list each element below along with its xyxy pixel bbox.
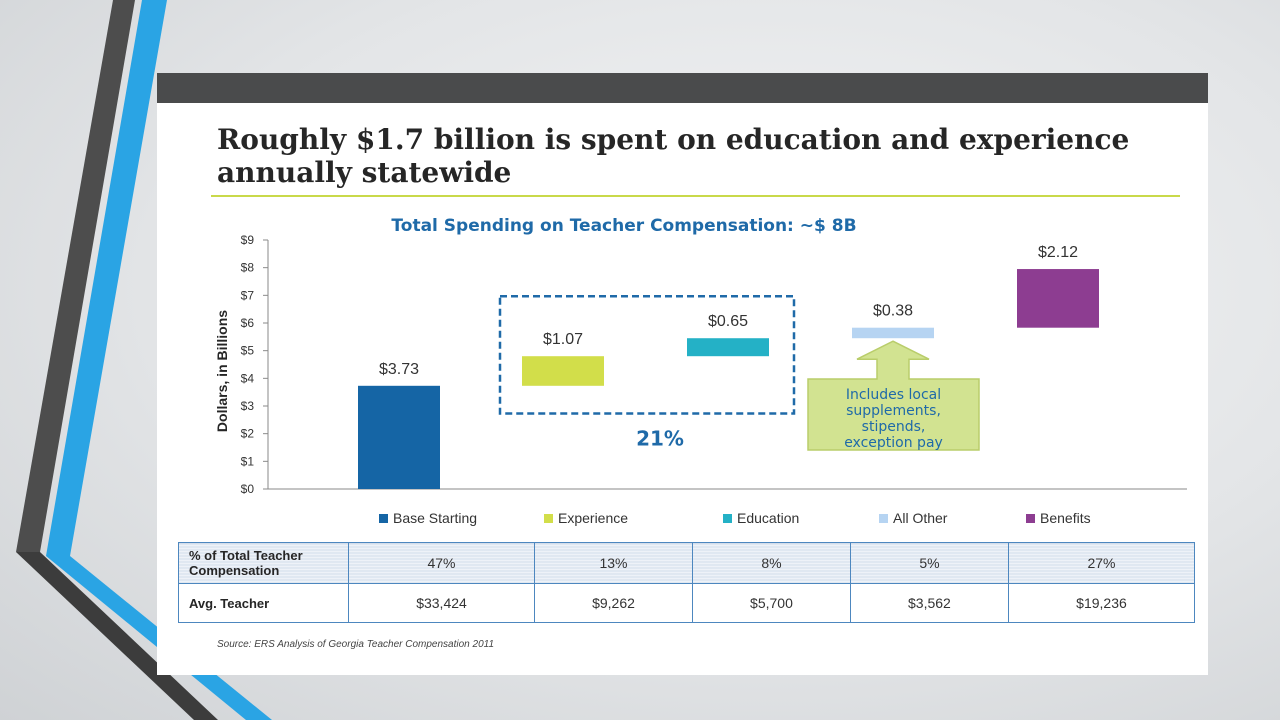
callout-line: supplements, [846, 403, 941, 419]
callout-line: exception pay [844, 435, 943, 451]
bar-value-label: $0.65 [708, 313, 748, 330]
y-tick-label: $7 [241, 288, 255, 302]
y-tick-label: $6 [241, 316, 255, 330]
legend-swatch [544, 514, 553, 523]
table-cell: $19,236 [1007, 583, 1196, 623]
legend-swatch [723, 514, 732, 523]
axes: $0 $1 $2 $3 $4 $5 $6 $7 $8 $9 [241, 233, 1187, 496]
table-cell: 8% [691, 542, 851, 584]
table-cell: 5% [849, 542, 1009, 584]
slide: Roughly $1.7 billion is spent on educati… [157, 73, 1208, 675]
bar-experience [522, 356, 604, 386]
row-label: % of Total Teacher Compensation [178, 542, 349, 584]
legend-label: All Other [893, 510, 948, 526]
experience-education-group: 21% [498, 294, 796, 450]
bar-value-label: $0.38 [873, 303, 913, 320]
table-cell: $5,700 [691, 583, 851, 623]
data-labels: $3.73 $1.07 $0.65 $0.38 $2.12 [379, 244, 1078, 378]
y-tick-label: $9 [241, 233, 255, 247]
dark-stripe-upper [16, 0, 135, 552]
y-tick-label: $8 [241, 261, 255, 275]
legend-label: Base Starting [393, 510, 477, 526]
table-cell: 47% [347, 542, 536, 584]
bars [358, 269, 1099, 489]
y-tick-label: $0 [241, 482, 255, 496]
legend: Base Starting Experience Education All Othe… [379, 510, 1091, 526]
y-tick-label: $2 [241, 427, 255, 441]
slide-title: Roughly $1.7 billion is spent on educati… [217, 123, 1130, 189]
table-cell: $9,262 [534, 583, 693, 623]
table-cell: $3,562 [849, 583, 1009, 623]
group-dashed-box [498, 294, 796, 415]
slide-top-bar [157, 73, 1208, 103]
callout-line: Includes local [846, 387, 941, 403]
legend-label: Education [737, 510, 799, 526]
group-percent-label: 21% [636, 426, 684, 450]
dark-stripe-lower [16, 552, 218, 720]
legend-label: Experience [558, 510, 628, 526]
compensation-table: % of Total Teacher Compensation 47% 13% … [178, 542, 1196, 623]
bar-education [687, 338, 769, 357]
y-tick-label: $3 [241, 399, 255, 413]
legend-swatch [1026, 514, 1035, 523]
y-tick-label: $5 [241, 344, 255, 358]
all-other-callout: Includes local supplements, stipends, excep… [807, 340, 980, 451]
bar-value-label: $2.12 [1038, 244, 1078, 261]
bar-benefits [1017, 269, 1099, 328]
y-axis-label: Dollars, in Billions [214, 310, 230, 432]
callout-text: Includes local supplements, stipends, excep… [844, 387, 943, 451]
y-tick-label: $4 [241, 371, 255, 385]
table-row: Avg. Teacher $33,424 $9,262 $5,700 $3,56… [178, 583, 1196, 623]
table-cell: 13% [534, 542, 693, 584]
blue-stripe-upper [46, 0, 167, 556]
legend-label: Benefits [1040, 510, 1091, 526]
bar-value-label: $3.73 [379, 361, 419, 378]
callout-line: stipends, [862, 419, 926, 435]
source-note: Source: ERS Analysis of Georgia Teacher … [217, 639, 495, 650]
y-tick-label: $1 [241, 454, 255, 468]
row-label: Avg. Teacher [178, 583, 349, 623]
title-underline [211, 195, 1180, 197]
bar-all-other [852, 327, 934, 339]
table-cell: $33,424 [347, 583, 536, 623]
table-row: % of Total Teacher Compensation 47% 13% … [178, 542, 1196, 584]
bar-value-label: $1.07 [543, 331, 583, 348]
chart-title: Total Spending on Teacher Compensation: … [391, 216, 856, 236]
spending-chart: Total Spending on Teacher Compensation: … [214, 216, 1187, 526]
bar-base-starting [358, 385, 440, 489]
table-cell: 27% [1007, 542, 1196, 584]
legend-swatch [379, 514, 388, 523]
legend-swatch [879, 514, 888, 523]
callout-arrow-box [807, 340, 980, 451]
